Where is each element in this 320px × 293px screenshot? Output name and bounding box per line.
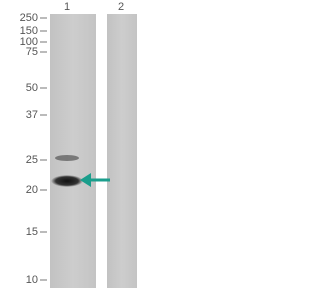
marker-label: 50 [26, 82, 38, 94]
arrow [80, 173, 110, 187]
marker-label: 250 [20, 12, 38, 24]
marker-label: 25 [26, 154, 38, 166]
marker-label: 37 [26, 109, 38, 121]
lane-label: 1 [64, 1, 70, 13]
marker-label: 15 [26, 226, 38, 238]
marker-label: 10 [26, 274, 38, 286]
marker-label: 150 [20, 25, 38, 37]
faint-band [55, 155, 79, 161]
marker-label: 100 [20, 36, 38, 48]
main-band [51, 175, 83, 187]
lane-2 [107, 14, 137, 288]
lane-label: 2 [118, 1, 124, 13]
marker-label: 75 [26, 46, 38, 58]
lane-1 [50, 14, 96, 288]
marker-label: 20 [26, 184, 38, 196]
